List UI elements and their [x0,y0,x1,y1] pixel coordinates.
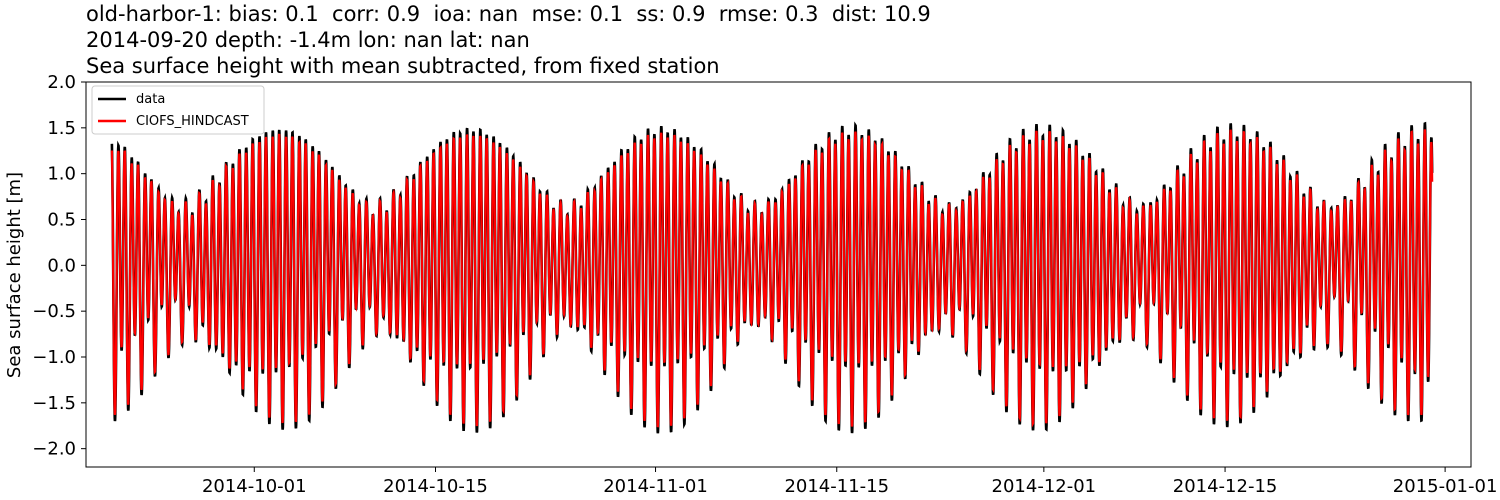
legend-box [91,85,265,135]
legend: data CIOFS_HINDCAST [91,85,265,135]
y-tick-label: −0.5 [32,301,76,322]
y-tick-label: 0.5 [47,210,76,231]
y-tick-label: −1.0 [32,347,76,368]
x-tick-label: 2014-10-15 [383,476,488,497]
y-tick-label: 1.5 [47,118,76,139]
y-tick-label: 2.0 [47,72,76,93]
x-tick-label: 2014-12-15 [1173,476,1278,497]
y-tick-label: 0.0 [47,255,76,276]
chart-title-line-3: Sea surface height with mean subtracted,… [86,54,720,78]
x-tick-label: 2014-12-01 [992,476,1097,497]
chart-title-line-2: 2014-09-20 depth: -1.4m lon: nan lat: na… [86,28,530,52]
chart-title-line-1: old-harbor-1: bias: 0.1 corr: 0.9 ioa: n… [86,2,931,26]
y-axis-label: Sea surface height [m] [4,172,25,378]
legend-label: CIOFS_HINDCAST [136,114,249,129]
x-tick-label: 2014-11-15 [784,476,889,497]
legend-label: data [136,92,165,107]
x-tick-label: 2015-01-01 [1393,476,1498,497]
y-tick-label: 1.0 [47,164,76,185]
series-layer [110,121,1434,434]
x-tick-label: 2014-10-01 [202,476,307,497]
axes-layer: 2.0 1.5 1.0 0.5 0.0 −0.5 −1.0 −1.5 −2.0 2014-10-0… [32,72,1497,497]
x-tick-label: 2014-11-01 [603,476,708,497]
plot-frame [85,81,1472,468]
y-tick-label: −1.5 [32,393,76,414]
y-tick-label: −2.0 [32,439,76,460]
series-line-ciofs-hindcast [110,129,1434,428]
